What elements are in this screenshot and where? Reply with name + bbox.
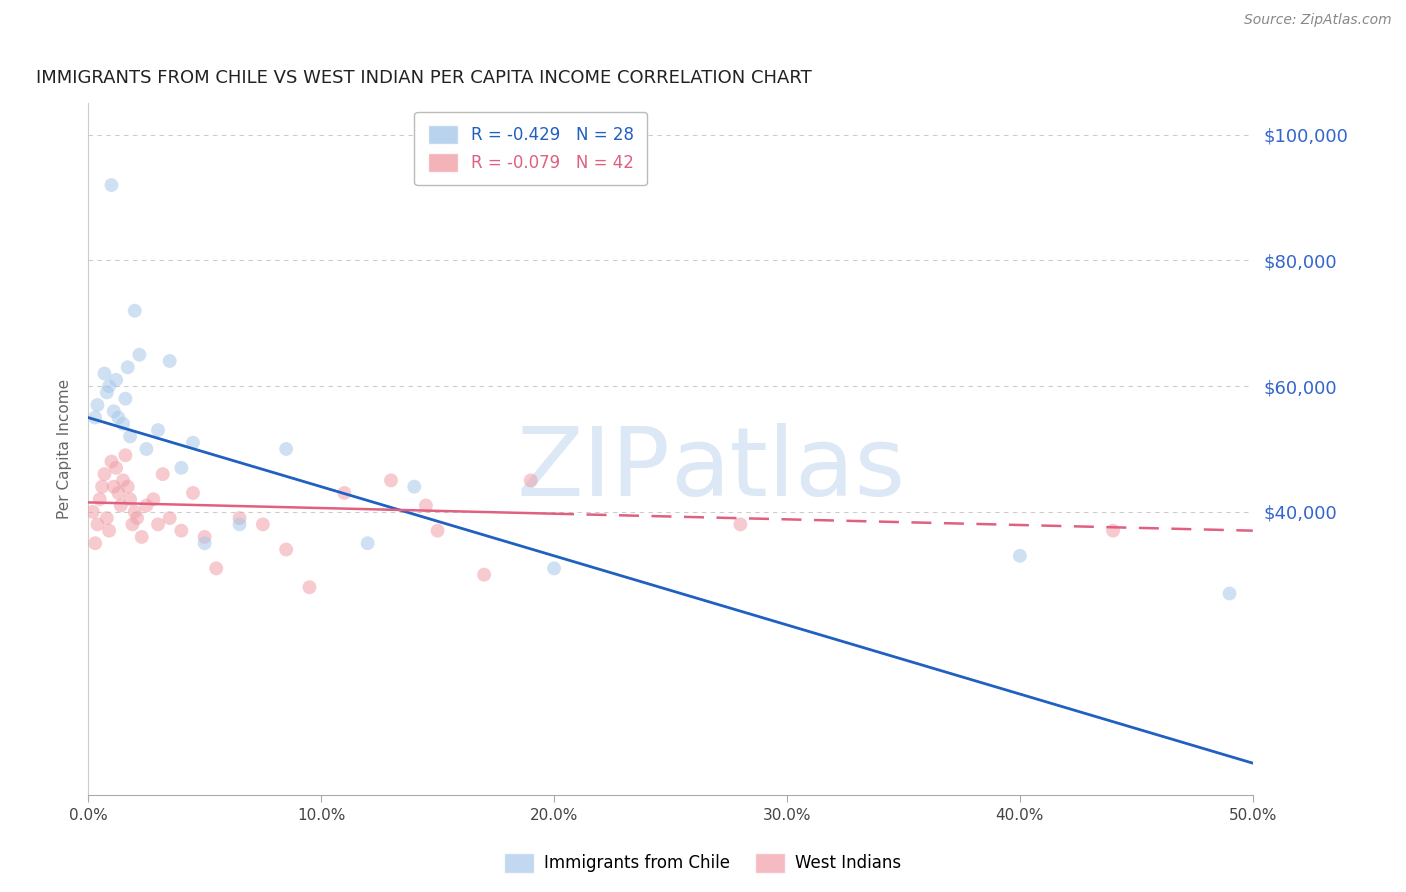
Immigrants from Chile bbox=[96, 385, 118, 400]
Immigrants from Chile bbox=[98, 379, 121, 393]
Text: Source: ZipAtlas.com: Source: ZipAtlas.com bbox=[1244, 13, 1392, 28]
Legend: R = -0.429   N = 28, R = -0.079   N = 42: R = -0.429 N = 28, R = -0.079 N = 42 bbox=[415, 112, 647, 186]
Text: atlas: atlas bbox=[671, 423, 905, 516]
West Indians bbox=[152, 467, 174, 482]
Immigrants from Chile bbox=[112, 417, 135, 431]
West Indians bbox=[86, 517, 108, 532]
West Indians bbox=[110, 499, 132, 513]
West Indians bbox=[276, 542, 298, 557]
West Indians bbox=[96, 511, 118, 525]
West Indians bbox=[194, 530, 217, 544]
Y-axis label: Per Capita Income: Per Capita Income bbox=[58, 379, 72, 519]
Text: IMMIGRANTS FROM CHILE VS WEST INDIAN PER CAPITA INCOME CORRELATION CHART: IMMIGRANTS FROM CHILE VS WEST INDIAN PER… bbox=[35, 69, 811, 87]
West Indians bbox=[519, 474, 541, 488]
West Indians bbox=[730, 517, 752, 532]
Immigrants from Chile bbox=[135, 442, 157, 456]
West Indians bbox=[98, 524, 121, 538]
West Indians bbox=[121, 517, 143, 532]
West Indians bbox=[1102, 524, 1125, 538]
West Indians bbox=[112, 474, 135, 488]
West Indians bbox=[135, 499, 157, 513]
West Indians bbox=[228, 511, 250, 525]
Immigrants from Chile bbox=[181, 435, 204, 450]
West Indians bbox=[170, 524, 193, 538]
West Indians bbox=[125, 511, 148, 525]
Immigrants from Chile bbox=[276, 442, 298, 456]
Immigrants from Chile bbox=[124, 303, 146, 318]
West Indians bbox=[124, 505, 146, 519]
Immigrants from Chile bbox=[100, 178, 122, 192]
Immigrants from Chile bbox=[105, 373, 128, 387]
Immigrants from Chile bbox=[1008, 549, 1031, 563]
West Indians bbox=[298, 580, 321, 594]
West Indians bbox=[131, 530, 153, 544]
Immigrants from Chile bbox=[194, 536, 217, 550]
West Indians bbox=[117, 480, 139, 494]
Immigrants from Chile bbox=[159, 354, 181, 368]
West Indians bbox=[84, 536, 107, 550]
Immigrants from Chile bbox=[117, 360, 139, 375]
West Indians bbox=[415, 499, 437, 513]
Immigrants from Chile bbox=[120, 429, 142, 443]
West Indians bbox=[205, 561, 228, 575]
Legend: Immigrants from Chile, West Indians: Immigrants from Chile, West Indians bbox=[498, 847, 908, 880]
West Indians bbox=[105, 460, 128, 475]
West Indians bbox=[103, 480, 125, 494]
Text: ZIP: ZIP bbox=[516, 423, 671, 516]
West Indians bbox=[181, 486, 204, 500]
West Indians bbox=[89, 492, 111, 507]
West Indians bbox=[380, 474, 402, 488]
West Indians bbox=[252, 517, 274, 532]
West Indians bbox=[426, 524, 449, 538]
West Indians bbox=[472, 567, 495, 582]
West Indians bbox=[114, 448, 136, 462]
West Indians bbox=[107, 486, 129, 500]
West Indians bbox=[93, 467, 115, 482]
West Indians bbox=[146, 517, 169, 532]
West Indians bbox=[82, 505, 104, 519]
Immigrants from Chile bbox=[107, 410, 129, 425]
Immigrants from Chile bbox=[146, 423, 169, 437]
Immigrants from Chile bbox=[170, 460, 193, 475]
Immigrants from Chile bbox=[357, 536, 380, 550]
Immigrants from Chile bbox=[86, 398, 108, 412]
Immigrants from Chile bbox=[103, 404, 125, 418]
Immigrants from Chile bbox=[114, 392, 136, 406]
Immigrants from Chile bbox=[228, 517, 250, 532]
Immigrants from Chile bbox=[84, 410, 107, 425]
West Indians bbox=[142, 492, 165, 507]
West Indians bbox=[120, 492, 142, 507]
West Indians bbox=[333, 486, 356, 500]
Immigrants from Chile bbox=[93, 367, 115, 381]
Immigrants from Chile bbox=[543, 561, 565, 575]
Immigrants from Chile bbox=[404, 480, 426, 494]
West Indians bbox=[159, 511, 181, 525]
Immigrants from Chile bbox=[1218, 586, 1240, 600]
West Indians bbox=[100, 454, 122, 468]
Immigrants from Chile bbox=[128, 348, 150, 362]
West Indians bbox=[91, 480, 114, 494]
